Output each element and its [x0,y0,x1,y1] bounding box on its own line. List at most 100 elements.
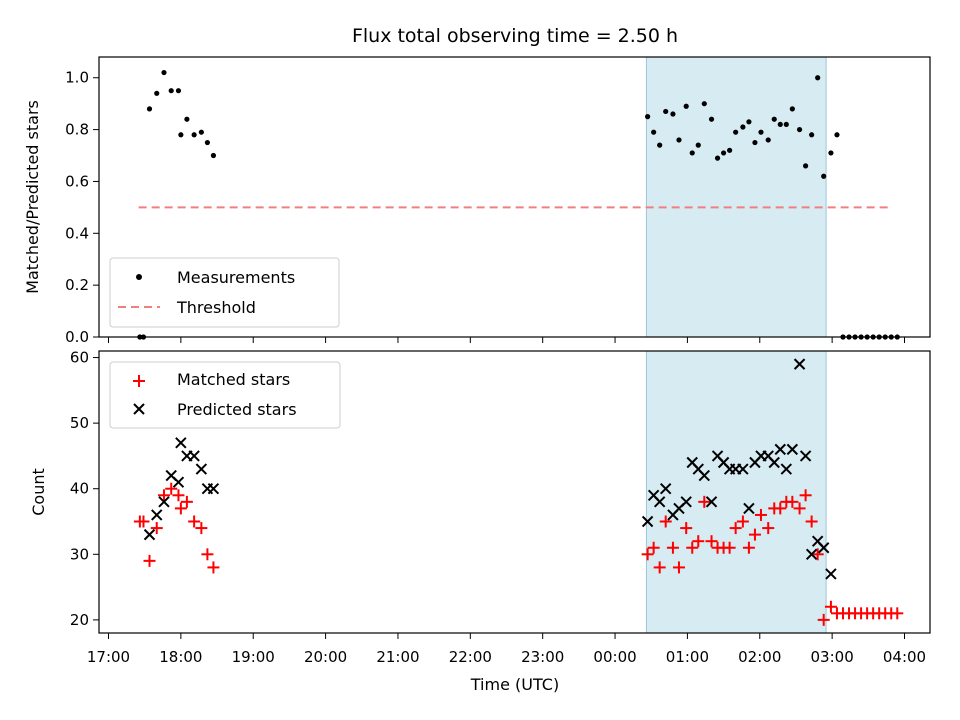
x-tick-label: 01:00 [666,648,709,666]
x-tick-label: 04:00 [883,648,926,666]
matched-star-point [150,522,163,535]
predicted-star-point [786,443,799,456]
matched-star-point [698,495,711,508]
y-tick-label: 0.4 [65,224,89,242]
y-tick-label: 0.2 [65,276,89,294]
predicted-star-point [705,496,718,508]
measurement-point [783,121,789,128]
matched-star-point [793,502,806,515]
top-axes-frame [98,56,931,338]
top-highlight-span [645,56,827,338]
bottom-axes-frame [98,350,931,634]
predicted-star-point [698,469,711,482]
measurement-point [161,69,167,76]
matched-star-point [137,515,150,528]
bottom-legend-box [109,361,341,429]
matched-star-point [723,541,736,554]
top-y-label: Matched/Predicted stars [23,100,42,294]
top-legend-box [109,257,340,328]
predicted-star-point [195,463,208,475]
legend-measurements-marker [136,274,142,280]
predicted-star-point [799,450,812,462]
predicted-star-point [817,542,830,554]
measurement-point [765,137,771,143]
top-y-axis: 0.0 0.2 0.4 0.6 0.8 1.0 [65,69,99,346]
measurement-point [740,124,746,130]
predicted-star-point [641,515,654,528]
predicted-star-point [143,528,156,541]
matched-star-point [762,522,775,535]
matched-star-point [729,522,742,535]
x-tick-label: 21:00 [376,648,419,666]
predicted-star-point [737,463,749,475]
matched-star-point [805,515,818,528]
measurement-point [815,75,821,81]
measurement-point [657,142,663,148]
y-tick-label: 0.8 [65,121,89,139]
measurement-point [720,150,727,156]
y-tick-label: 0.0 [65,328,89,346]
measurement-point [210,152,217,159]
measurement-point [184,116,190,122]
measurement-point [796,126,803,133]
predicted-star-point [158,496,170,508]
matched-star-point [641,548,654,561]
measurement-point [727,147,733,153]
legend-predicted-label: Predicted stars [177,400,297,419]
y-tick-label: 1.0 [65,69,89,87]
matched-star-point [653,561,666,574]
measurement-point [803,163,809,169]
legend-measurements-label: Measurements [177,268,295,287]
top-panel: 0.0 0.2 0.4 0.6 0.8 1.0 Matched/Predicted sta… [23,56,931,346]
measurement-point [191,132,197,138]
predicted-star-point [793,358,806,370]
predicted-star-point [188,450,200,462]
measurement-point [204,139,210,146]
measurement-point [198,129,204,135]
bottom-y-label: Count [29,468,48,516]
measurement-point [154,90,160,96]
matched-star-point [742,541,755,554]
bottom-x-axis: 17:00 18:00 19:00 20:00 21:00 22:00 23:00 00:00… [87,633,926,666]
x-tick-label: 17:00 [87,648,130,666]
matched-star-point [201,548,214,561]
predicted-star-point [743,502,755,515]
measurement-point [752,139,758,146]
y-tick-label: 40 [70,480,89,498]
predicted-star-point [659,483,672,495]
measurement-point [708,116,715,122]
top-legend: Measurements Threshold [109,257,340,328]
measurement-point [828,150,834,156]
matched-star-point [705,535,718,548]
x-tick-label: 03:00 [811,648,854,666]
top-x-ticks [108,337,905,343]
matched-star-point [195,522,208,535]
y-tick-label: 60 [70,349,89,367]
x-tick-label: 18:00 [159,648,202,666]
predicted-star-point [172,476,185,488]
matched-star-point [686,541,699,554]
measurement-point [683,103,689,109]
legend-threshold-label: Threshold [176,298,256,317]
x-axis-label: Time (UTC) [470,675,559,694]
matched-star-point [692,535,705,548]
measurement-point [146,106,153,112]
x-tick-label: 19:00 [232,648,275,666]
measurement-point [758,129,764,135]
matched-star-point [824,600,837,613]
predicted-star-point [151,509,163,521]
matched-star-point [666,541,679,554]
bottom-panel: 20 30 40 50 60 17:00 18:00 19:00 20:00 21:00 22:0… [29,349,931,694]
measurement-point [676,137,682,143]
matched-star-point [207,561,220,574]
measurement-point [689,150,695,156]
matched-star-point [647,541,660,554]
predicted-star-point [805,548,818,561]
y-tick-label: 50 [70,414,89,432]
bottom-y-axis: 20 30 40 50 60 [70,349,99,629]
measurement-point [670,111,676,117]
predicted-star-point [774,443,786,456]
matched-star-point [799,489,812,502]
measurement-point [777,121,783,128]
y-tick-label: 20 [70,611,89,629]
